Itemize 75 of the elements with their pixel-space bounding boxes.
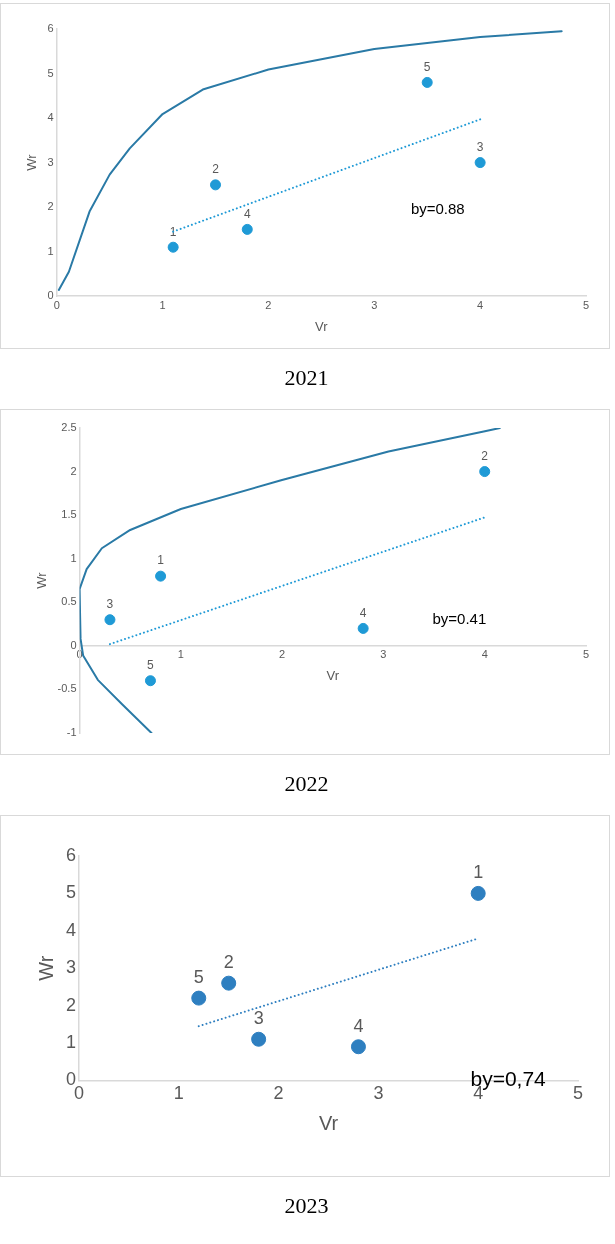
point (144, 675, 156, 687)
annotation: 2 (481, 448, 489, 463)
annotation: 4 (243, 206, 251, 221)
annotation: 3 (106, 597, 114, 612)
point (241, 223, 253, 235)
x-tick-label: 5 (572, 1083, 584, 1104)
y-tick-label: 1 (70, 551, 77, 564)
annotation: by=0.88 (410, 199, 465, 217)
annotation: 2 (223, 952, 234, 973)
x-tick-label: 5 (582, 648, 590, 661)
annotation: 2 (212, 162, 220, 177)
y-tick-label: 4 (47, 111, 54, 124)
y-tick-label: 2.5 (61, 421, 77, 434)
annotation: 1 (473, 862, 484, 883)
x-tick-label: 1 (177, 648, 184, 661)
y-tick-label: 6 (47, 22, 54, 35)
x-axis-title: Vr (318, 1111, 339, 1134)
x-tick-label: 1 (173, 1083, 184, 1104)
y-tick-label: 0.5 (61, 595, 77, 608)
y-tick-label: 0 (47, 289, 54, 302)
y-tick-label: -0.5 (57, 682, 77, 695)
y-tick-label: 6 (66, 844, 77, 865)
x-tick-label: 4 (481, 648, 488, 661)
x-tick-label: 4 (477, 298, 484, 311)
y-tick-label: 2 (47, 200, 54, 213)
point (167, 241, 179, 253)
x-axis-title: Vr (326, 668, 340, 684)
x-tick-label: 3 (373, 1083, 384, 1104)
x-tick-label: 3 (371, 298, 378, 311)
annotation: 5 (423, 59, 431, 74)
point (350, 1039, 366, 1055)
point (470, 885, 486, 901)
point (421, 76, 433, 88)
y-tick-label: 5 (47, 66, 54, 79)
annotation: 4 (359, 605, 367, 620)
text: 2021 (283, 364, 330, 392)
y-tick-label: 3 (47, 155, 54, 168)
text: 2022 (283, 770, 330, 798)
annotation: 3 (476, 139, 484, 154)
point (251, 1031, 267, 1047)
x-tick-label: 3 (380, 648, 387, 661)
x-axis-title: Vr (315, 318, 329, 334)
annotation: 5 (147, 658, 155, 673)
y-tick-label: 0 (70, 638, 77, 651)
point (221, 975, 237, 991)
y-tick-label: -1 (66, 726, 77, 739)
text: 2023 (283, 1192, 330, 1220)
annotation: 4 (353, 1015, 364, 1036)
y-tick-label: 4 (66, 919, 77, 940)
y-tick-label: 2 (70, 464, 77, 477)
y-tick-label: 2 (66, 994, 77, 1015)
point (357, 622, 369, 634)
annotation: 5 (193, 967, 204, 988)
x-tick-label: 5 (582, 298, 590, 311)
y-tick-label: 3 (66, 957, 77, 978)
x-tick-label: 2 (279, 648, 286, 661)
point (155, 570, 167, 582)
annotation: 3 (253, 1008, 264, 1029)
y-tick-label: 1 (47, 244, 54, 257)
y-tick-label: 1.5 (61, 508, 77, 521)
y-axis-title: Wr (34, 955, 57, 981)
annotation: by=0.41 (432, 610, 487, 628)
y-tick-label: 1 (66, 1031, 77, 1052)
x-tick-label: 1 (159, 298, 166, 311)
point (479, 466, 491, 478)
y-axis-title: Wr (34, 571, 50, 589)
annotation: 1 (157, 553, 165, 568)
y-tick-label: 5 (66, 882, 77, 903)
point (210, 179, 221, 191)
x-tick-label: 2 (265, 298, 272, 311)
y-axis-title: Wr (24, 153, 40, 171)
point (104, 614, 116, 626)
point (474, 157, 486, 169)
point (191, 990, 207, 1006)
x-tick-label: 2 (273, 1083, 284, 1104)
